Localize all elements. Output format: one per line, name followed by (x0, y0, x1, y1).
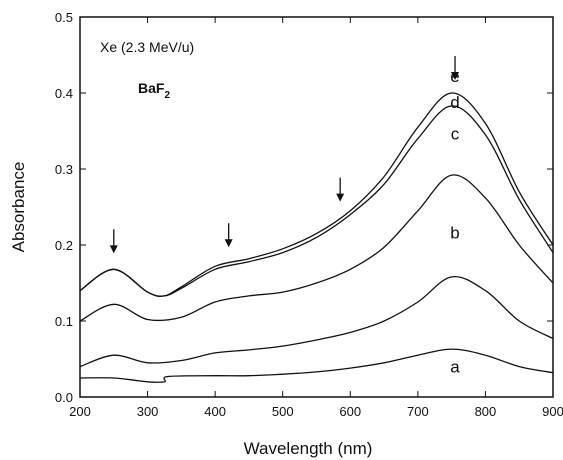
y-tick-label: 0.1 (55, 314, 73, 329)
peak-arrow (224, 223, 233, 248)
series-line-e (79, 92, 554, 297)
y-tick-label: 0.2 (55, 238, 73, 253)
y-tick-label: 0.3 (55, 162, 73, 177)
curve-label-d: d (450, 93, 459, 112)
x-axis-title: Wavelength (nm) (244, 439, 373, 458)
curve-labels-layer: a b cde (450, 67, 460, 377)
material-main: BaF (138, 80, 165, 96)
plot-frame (79, 16, 554, 398)
y-tick-label: 0.0 (55, 390, 73, 405)
peak-arrow (109, 229, 118, 254)
x-tick-label: 800 (475, 404, 497, 419)
arrows-layer (109, 56, 460, 254)
y-tick-label: 0.4 (55, 86, 73, 101)
series-line-a (79, 348, 554, 384)
y-tick-label: 0.5 (55, 10, 73, 25)
annotation-label: Xe (2.3 MeV/u) (100, 39, 194, 55)
x-tick-label: 200 (69, 404, 91, 419)
peak-arrow (336, 177, 345, 202)
curve-label-c: c (451, 124, 460, 143)
curve-label-e: e (450, 67, 459, 86)
curve-label-b: b (450, 223, 459, 242)
x-tick-label: 500 (272, 404, 294, 419)
ticks-layer: 200 300 400 500 600 700 800 900 0.0 0.1 0.2 0.3 0.4 0… (55, 10, 563, 419)
series-line-c (79, 174, 554, 322)
series-line-b (79, 275, 554, 368)
material-subscript: 2 (164, 90, 170, 101)
material-label: BaF2 (138, 80, 170, 101)
x-tick-label: 400 (204, 404, 226, 419)
x-tick-label: 600 (339, 404, 361, 419)
x-tick-label: 700 (407, 404, 429, 419)
y-axis-title: Absorbance (9, 162, 28, 253)
series-line-d (79, 105, 554, 297)
peak-arrow (451, 56, 460, 81)
curve-label-a: a (450, 358, 460, 377)
x-tick-label: 300 (137, 404, 159, 419)
axes-layer (79, 16, 554, 398)
x-tick-label: 900 (542, 404, 563, 419)
curves-layer (79, 92, 554, 384)
